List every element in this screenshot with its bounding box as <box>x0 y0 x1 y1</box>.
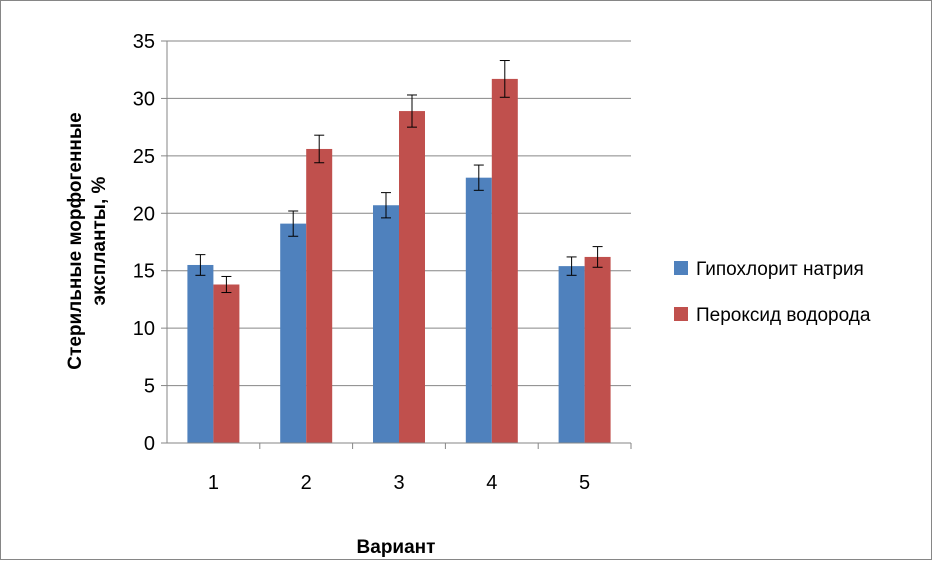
legend: Гипохлорит натрия Пероксид водорода <box>674 259 871 326</box>
y-tick-label: 5 <box>144 376 155 398</box>
bar-hydrogen-peroxide-1 <box>213 284 240 443</box>
y-tick-label: 15 <box>133 261 155 283</box>
y-tick-label: 10 <box>133 318 155 340</box>
y-tick-label: 35 <box>133 31 155 53</box>
bar-sodium-hypochlorite-1 <box>187 264 214 443</box>
bars <box>187 60 611 444</box>
bar-hydrogen-peroxide-4 <box>491 78 518 443</box>
error-bar <box>288 210 299 237</box>
error-bar <box>566 256 577 276</box>
y-tick-label: 0 <box>144 433 155 455</box>
bar-sodium-hypochlorite-3 <box>373 205 399 443</box>
legend-swatch <box>674 261 688 275</box>
y-tick-label: 30 <box>133 88 155 110</box>
y-tick-label: 25 <box>133 146 155 168</box>
error-bar <box>221 275 232 294</box>
y-axis-title-line1: Стерильные морфогенные <box>65 112 86 369</box>
x-tick-label: 5 <box>579 472 590 494</box>
x-tick-label: 1 <box>208 472 219 494</box>
legend-entry: Гипохлорит натрия <box>696 259 864 280</box>
error-bar <box>499 60 510 98</box>
bar-sodium-hypochlorite-5 <box>558 266 585 443</box>
bar-hydrogen-peroxide-3 <box>399 111 425 443</box>
y-axis-title: Стерильные морфогенные экспланты, % <box>65 112 110 369</box>
x-tick-label: 4 <box>486 472 497 494</box>
error-bar <box>195 254 206 276</box>
y-tick-label: 20 <box>133 203 155 225</box>
error-bar <box>407 94 417 128</box>
error-bar <box>473 164 484 191</box>
axes <box>161 40 632 449</box>
tick-labels: 0 5 10 15 20 25 30 35 1 2 3 4 5 <box>133 31 590 494</box>
bar-sodium-hypochlorite-4 <box>465 177 492 443</box>
x-axis-title: Вариант <box>357 537 436 558</box>
bar-hydrogen-peroxide-5 <box>584 256 611 443</box>
x-tick-label: 2 <box>301 472 312 494</box>
error-bar <box>381 192 391 219</box>
legend-entry: Пероксид водорода <box>696 305 871 326</box>
y-axis-title-line2: экспланты, % <box>89 176 110 305</box>
bar-sodium-hypochlorite-2 <box>280 223 307 443</box>
error-bar <box>314 134 325 164</box>
legend-swatch <box>674 307 688 321</box>
error-bar <box>592 246 603 268</box>
x-tick-label: 3 <box>393 472 404 494</box>
bar-hydrogen-peroxide-2 <box>306 148 333 444</box>
